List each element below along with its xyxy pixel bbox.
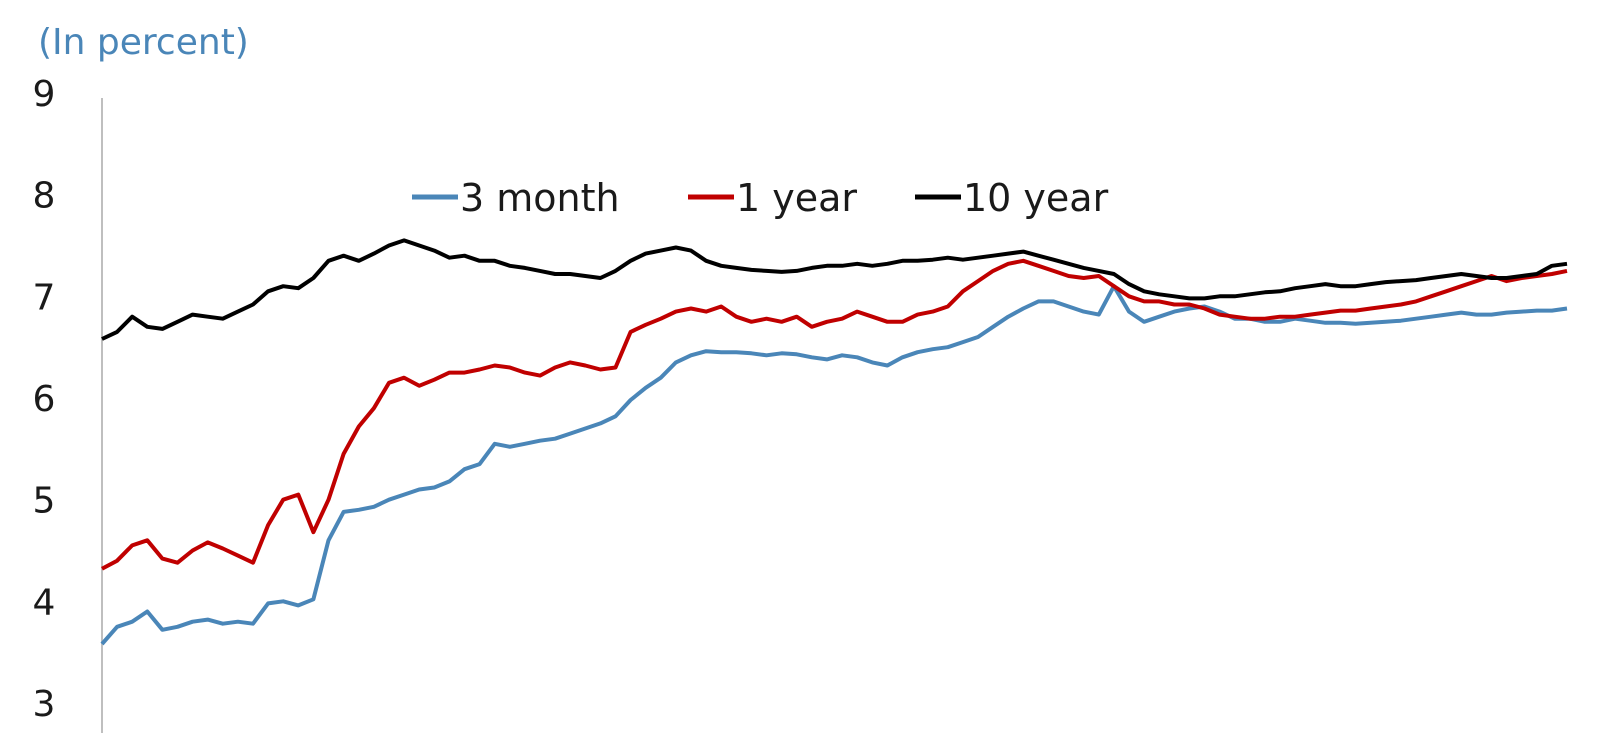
series-line-1-year [101, 258, 1568, 571]
unit-label: (In percent) [38, 22, 249, 63]
series-lines [100, 238, 1568, 646]
legend: 3 month 1 year 10 year [412, 176, 1109, 220]
y-tick-label: 5 [33, 481, 56, 522]
y-tick-label: 8 [33, 176, 56, 217]
y-tick-label: 6 [33, 379, 56, 420]
series-line-10-year [101, 238, 1568, 341]
legend-label: 3 month [460, 176, 620, 220]
y-axis-tick-labels: 9 8 7 6 5 4 3 [33, 74, 56, 725]
y-tick-label: 9 [33, 74, 56, 115]
series-line-3-month [100, 284, 1568, 646]
y-tick-label: 7 [33, 277, 56, 318]
legend-label: 1 year [736, 176, 857, 220]
legend-label: 10 year [963, 176, 1109, 220]
y-tick-label: 4 [33, 582, 56, 623]
y-tick-label: 3 [33, 684, 56, 725]
